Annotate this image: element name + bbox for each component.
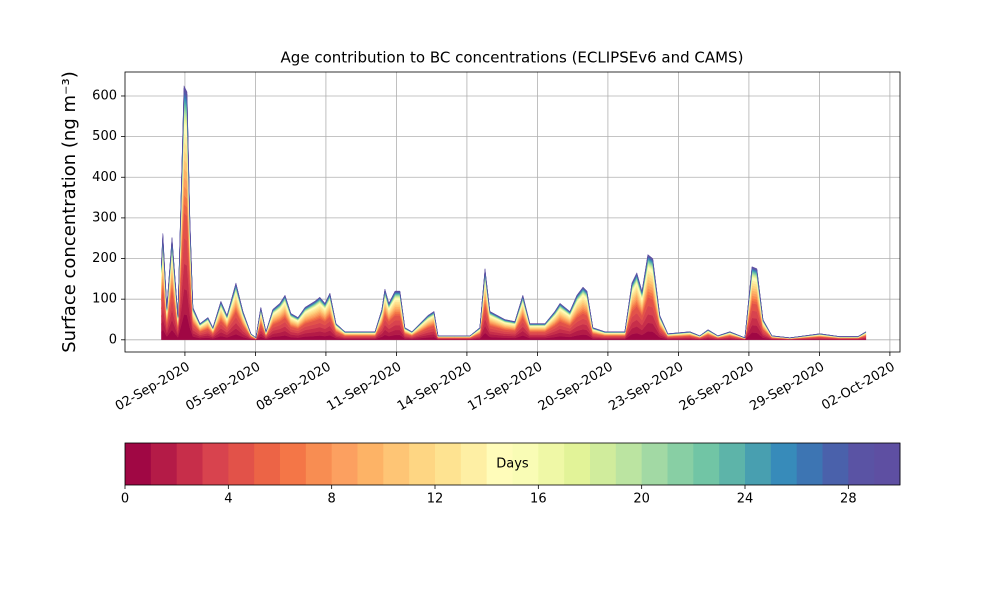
- area-layer: [161, 149, 867, 339]
- x-tick-label: 23-Sep-2020: [606, 360, 686, 415]
- colorbar: Days 0 4 8 12 16 20 24 28: [121, 442, 901, 507]
- y-tick-label: 0: [109, 332, 117, 347]
- colorbar-swatch: [305, 443, 333, 485]
- colorbar-swatch: [176, 443, 203, 485]
- y-axis-label: Surface concentration (ng m⁻³): [59, 71, 80, 353]
- colorbar-frame: [124, 442, 901, 486]
- chart-title: Age contribution to BC concentrations (E…: [281, 49, 744, 67]
- colorbar-swatch: [564, 443, 591, 485]
- colorbar-swatch: [254, 443, 281, 485]
- colorbar-swatch: [409, 443, 436, 485]
- area-layer: [161, 176, 867, 339]
- y-tick-label: 600: [92, 88, 117, 103]
- colorbar-swatch: [512, 443, 539, 485]
- colorbar-tick-label: 8: [328, 492, 336, 507]
- colorbar-swatch: [770, 443, 798, 485]
- x-tick-label: 05-Sep-2020: [183, 360, 263, 415]
- colorbar-tick-label: 16: [530, 492, 547, 507]
- colorbar-tick-label: 12: [427, 492, 444, 507]
- colorbar-swatch: [435, 443, 462, 485]
- x-tick-label: 08-Sep-2020: [254, 360, 334, 415]
- x-tick-label: 02-Oct-2020: [819, 360, 897, 414]
- x-tick-label: 17-Sep-2020: [465, 360, 545, 415]
- colorbar-swatch: [822, 443, 849, 485]
- x-tick-label: 02-Sep-2020: [113, 360, 193, 415]
- colorbar-swatch: [331, 443, 358, 485]
- colorbar-swatch: [460, 443, 488, 485]
- area-layer: [161, 212, 867, 340]
- colorbar-swatch: [848, 443, 875, 485]
- colorbar-swatch: [538, 443, 565, 485]
- colorbar-tick-label: 4: [224, 492, 232, 507]
- colorbar-swatch: [125, 443, 152, 485]
- colorbar-swatch: [641, 443, 668, 485]
- plot-area: [125, 72, 900, 352]
- y-tick-label: 200: [92, 251, 117, 266]
- colorbar-tick-label: 20: [633, 492, 650, 507]
- area-layer: [161, 141, 867, 339]
- area-layer: [161, 85, 867, 339]
- colorbar-swatch: [874, 443, 901, 485]
- colorbar-swatch: [202, 443, 229, 485]
- area-layer: [161, 158, 867, 339]
- x-tick-label: 29-Sep-2020: [747, 360, 827, 415]
- colorbar-swatch: [486, 443, 513, 485]
- colorbar-tick-label: 0: [121, 492, 129, 507]
- colorbar-swatch: [357, 443, 384, 485]
- colorbar-tick-label: 24: [737, 492, 754, 507]
- y-tick-label: 400: [92, 170, 117, 185]
- area-layer: [161, 167, 867, 339]
- x-tick-label: 20-Sep-2020: [536, 360, 616, 415]
- colorbar-swatch: [228, 443, 255, 485]
- colorbar-swatch: [693, 443, 720, 485]
- colorbar-swatch: [667, 443, 694, 485]
- area-layer: [161, 194, 867, 339]
- colorbar-swatch: [590, 443, 617, 485]
- x-tick-label: 14-Sep-2020: [395, 360, 475, 415]
- y-tick-label: 500: [92, 129, 117, 144]
- x-tick-label: 11-Sep-2020: [324, 360, 404, 415]
- colorbar-swatch: [150, 443, 178, 485]
- colorbar-swatch: [615, 443, 643, 485]
- area-layer: [161, 203, 867, 340]
- colorbar-label: Days: [496, 457, 529, 472]
- colorbar-swatch: [719, 443, 746, 485]
- colorbar-swatch: [383, 443, 410, 485]
- area-layer: [161, 185, 867, 339]
- colorbar-swatch: [745, 443, 772, 485]
- colorbar-tick-label: 28: [840, 492, 857, 507]
- area-layer: [161, 123, 867, 339]
- area-layer: [161, 132, 867, 339]
- axes-frame: [124, 71, 901, 353]
- colorbar-swatch: [280, 443, 307, 485]
- y-tick-label: 300: [92, 210, 117, 225]
- x-tick-label: 26-Sep-2020: [677, 360, 757, 415]
- colorbar-swatch: [796, 443, 823, 485]
- y-tick-label: 100: [92, 292, 117, 307]
